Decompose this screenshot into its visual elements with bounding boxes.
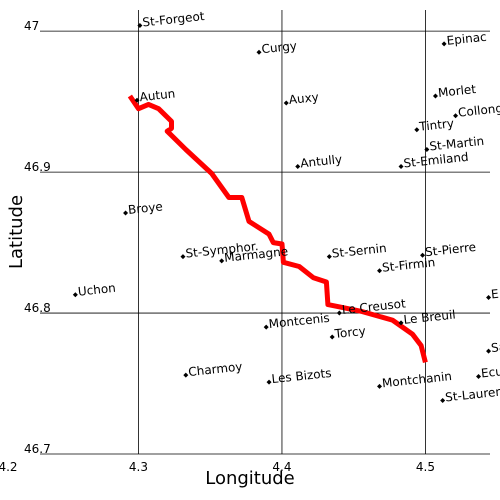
place-marker	[326, 254, 332, 260]
place-label: St-Pierre	[424, 240, 476, 259]
place-label: Autun	[139, 87, 176, 105]
place-marker	[486, 348, 492, 354]
place-marker	[219, 258, 225, 264]
place-label: Montchanin	[381, 369, 452, 390]
place-label: Les Bizots	[271, 366, 332, 386]
place-marker	[266, 379, 272, 385]
place-marker	[398, 320, 404, 326]
x-tick-label: 4.5	[416, 460, 435, 474]
place-label: St-Firmin	[381, 255, 436, 275]
x-tick-label: 4.4	[272, 460, 291, 474]
place-label: Antully	[300, 152, 343, 170]
place-marker	[134, 97, 140, 103]
place-label: Morlet	[437, 82, 477, 100]
place-marker	[263, 324, 269, 330]
place-label: St-Sernin	[331, 241, 387, 261]
place-marker	[183, 372, 189, 378]
place-marker	[329, 334, 335, 340]
place-marker	[432, 93, 438, 99]
place-label: Le Creusot	[341, 296, 406, 317]
place-marker	[377, 383, 383, 389]
place-label: St-Martin	[429, 134, 485, 154]
place-label: Montcenis	[268, 311, 330, 331]
place-label: St-Emiland	[403, 150, 469, 171]
y-tick-label: 47	[24, 19, 39, 33]
place-label: St-Forgeot	[142, 9, 206, 29]
place-label: Le Breuil	[403, 308, 456, 327]
place-marker	[180, 254, 186, 260]
route-line	[127, 94, 428, 364]
place-label: Broye	[127, 199, 163, 217]
place-marker	[453, 113, 459, 119]
y-tick-label: 46.7	[24, 442, 51, 456]
x-tick-label: 4.3	[129, 460, 148, 474]
place-label: St-Lauren	[445, 384, 500, 404]
place-marker	[414, 127, 420, 133]
place-label: E	[490, 287, 499, 302]
place-label: Marmagne	[224, 244, 289, 265]
place-label: Epinac	[446, 30, 487, 48]
place-label: Torcy	[333, 324, 366, 341]
place-marker	[72, 292, 78, 298]
y-tick-label: 46.9	[24, 160, 51, 174]
place-marker	[476, 373, 482, 379]
place-marker	[256, 49, 262, 55]
place-label: Sa	[490, 340, 500, 355]
place-marker	[295, 163, 301, 169]
place-marker	[486, 295, 492, 301]
place-label: Curgy	[261, 39, 298, 57]
place-label: Collong	[457, 101, 500, 120]
place-marker	[377, 268, 383, 274]
place-label: Uchon	[77, 281, 116, 299]
place-marker	[336, 310, 342, 316]
place-marker	[137, 23, 143, 29]
place-marker	[398, 163, 404, 169]
place-label: Charmoy	[188, 359, 243, 379]
x-tick-label: 4.2	[0, 460, 18, 474]
y-tick-label: 46.8	[24, 301, 51, 315]
place-marker	[420, 252, 426, 258]
place-marker	[424, 147, 430, 153]
place-marker	[283, 100, 289, 106]
place-marker	[123, 210, 129, 216]
y-axis-label: Latitude	[6, 195, 27, 269]
place-label: Ecu	[480, 364, 500, 380]
place-marker	[441, 41, 447, 47]
place-marker	[440, 397, 446, 403]
x-axis-label: Longitude	[205, 468, 295, 489]
place-label: Tintry	[418, 116, 455, 134]
place-label: Auxy	[288, 90, 319, 107]
